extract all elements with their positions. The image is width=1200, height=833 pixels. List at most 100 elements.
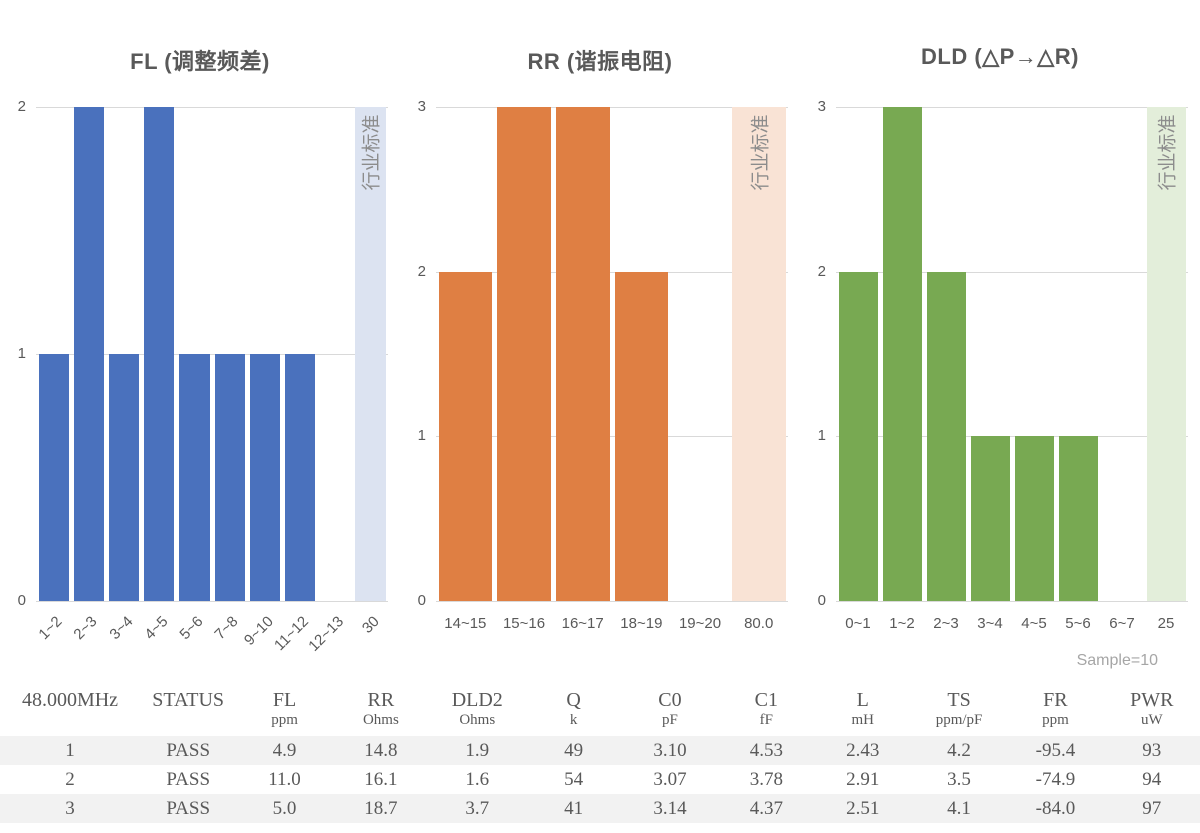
standard-bar: 行业标准 xyxy=(1146,107,1186,601)
column-unit: uW xyxy=(1140,712,1163,728)
table-cell: 4.53 xyxy=(749,739,783,761)
x-tick-label: 1~2 xyxy=(35,613,66,644)
plot-area: 行业标准 xyxy=(36,107,388,602)
x-axis-labels: 14~15 15~16 16~17 18~19 19~20 80.0 xyxy=(436,607,788,632)
table-cell: PASS xyxy=(166,739,211,761)
chart-title: FL (调整频差) xyxy=(130,49,270,74)
bar xyxy=(144,107,175,601)
x-tick: 16~17 xyxy=(553,607,612,632)
table-cell: 16.1 xyxy=(364,768,398,790)
y-tick-label: 0 xyxy=(417,592,426,609)
bar xyxy=(38,354,69,601)
bar-slot xyxy=(968,107,1012,601)
table-cell: 14.8 xyxy=(364,739,398,761)
column-unit: fF xyxy=(759,712,773,728)
bar-slot xyxy=(671,107,730,601)
x-tick-label: 14~15 xyxy=(444,615,487,632)
column-unit: k xyxy=(569,712,578,728)
table-cell: 41 xyxy=(564,797,584,819)
table-cell: 2.51 xyxy=(846,797,880,819)
standard-band-label-text: 行业标准 xyxy=(1157,113,1179,191)
table-cell: 2.91 xyxy=(846,768,880,790)
gridline xyxy=(836,107,1188,108)
table-cell: PASS xyxy=(166,797,211,819)
bar-slot xyxy=(71,107,106,601)
bar-slot xyxy=(495,107,554,601)
table-cell: 1 xyxy=(65,739,75,761)
bar xyxy=(1014,436,1054,601)
table-cell: 3.14 xyxy=(653,797,687,819)
y-tick-label: 3 xyxy=(417,98,426,115)
x-tick-label: 4~5 xyxy=(141,613,172,644)
bar xyxy=(497,107,551,601)
table-cell: 11.0 xyxy=(268,768,301,790)
x-tick-label: 9~10 xyxy=(240,613,277,649)
bar xyxy=(926,271,966,601)
column-header: RR xyxy=(367,689,395,711)
table-cell: PASS xyxy=(166,768,211,790)
bar-slot xyxy=(1056,107,1100,601)
x-tick-label: 5~6 xyxy=(176,613,207,644)
table-cell: 4.2 xyxy=(947,739,971,761)
bar-slot xyxy=(106,107,141,601)
table-cell: 3.7 xyxy=(465,797,490,819)
bar-slot xyxy=(318,107,353,601)
bar-slot xyxy=(553,107,612,601)
x-tick-label: 3~4 xyxy=(977,615,1003,632)
x-tick: 14~15 xyxy=(436,607,495,632)
gridline xyxy=(36,354,388,355)
column-unit xyxy=(140,712,236,736)
bar xyxy=(73,107,104,601)
bar-slot xyxy=(1012,107,1056,601)
y-tick-label: 1 xyxy=(417,427,426,445)
bar-slot xyxy=(282,107,317,601)
x-tick-label: 18~19 xyxy=(620,615,663,632)
gridline xyxy=(836,271,1188,273)
standard-band-label: 行业标准 xyxy=(1147,107,1186,197)
x-tick: 15~16 xyxy=(495,607,554,632)
bar xyxy=(555,107,610,601)
bar-slot xyxy=(924,107,968,601)
y-tick-label: 3 xyxy=(817,98,826,115)
column-header: FR xyxy=(1043,689,1068,711)
x-tick: 19~20 xyxy=(671,607,730,632)
bar xyxy=(214,354,245,601)
gridline xyxy=(436,271,788,273)
table-cell: 5.0 xyxy=(272,797,297,819)
x-tick-label: 12~13 xyxy=(305,613,348,655)
bar-slot xyxy=(212,107,247,601)
charts-row: FL (调整频差) 0 1 2 行业标准 1~2 2~3 3~4 4~5 5~6 7~8 9~10 11… xyxy=(18,0,1200,655)
x-tick-label: 5~6 xyxy=(1065,615,1091,632)
column-header: STATUS xyxy=(152,689,225,711)
table-cell: 2.43 xyxy=(846,739,880,761)
table-cell: 4.9 xyxy=(272,739,297,761)
x-tick-label: 19~20 xyxy=(678,615,722,632)
x-tick-label: 6~7 xyxy=(1109,615,1135,632)
standard-band-label: 行业标准 xyxy=(355,107,385,197)
bar-slot xyxy=(612,107,671,601)
bar xyxy=(108,354,140,601)
sample-count-label: Sample=10 xyxy=(1076,652,1158,669)
y-tick-label: 1 xyxy=(817,427,826,445)
standard-bar: 行业标准 xyxy=(731,107,786,601)
x-tick-label: 4~5 xyxy=(1021,615,1047,632)
chart-dld: DLD (△P→△R) 0 1 2 3 行业标准 0~1 1~2 2~3 3~4 4~5 5~6 6~7… xyxy=(800,0,1200,650)
x-tick: 5~6 xyxy=(1056,607,1100,632)
table-cell: 1.6 xyxy=(465,768,490,790)
column-unit: pF xyxy=(662,712,678,728)
x-tick-label: 3~4 xyxy=(106,613,137,644)
x-tick: 25 xyxy=(1144,607,1188,632)
plot-area: 行业标准 xyxy=(836,107,1188,602)
table-cell: 1.9 xyxy=(465,739,490,761)
bars: 行业标准 xyxy=(36,107,388,601)
x-tick-label: 2~3 xyxy=(933,615,959,632)
standard-band-label: 行业标准 xyxy=(732,107,786,197)
measurement-table: 48.000MHz STATUS FL RR DLD2 Q C0 C1 L TS FR PWR ppm… xyxy=(0,684,1200,823)
table-header-row: 48.000MHz STATUS FL RR DLD2 Q C0 C1 L TS FR PWR xyxy=(0,684,1200,712)
standard-bar: 行业标准 xyxy=(355,107,386,601)
standard-band-label-text: 行业标准 xyxy=(750,113,772,191)
bars: 行业标准 xyxy=(436,107,788,601)
bar-slot: 行业标准 xyxy=(353,107,388,601)
column-header: L xyxy=(856,689,869,711)
table-cell: 3 xyxy=(65,797,75,819)
